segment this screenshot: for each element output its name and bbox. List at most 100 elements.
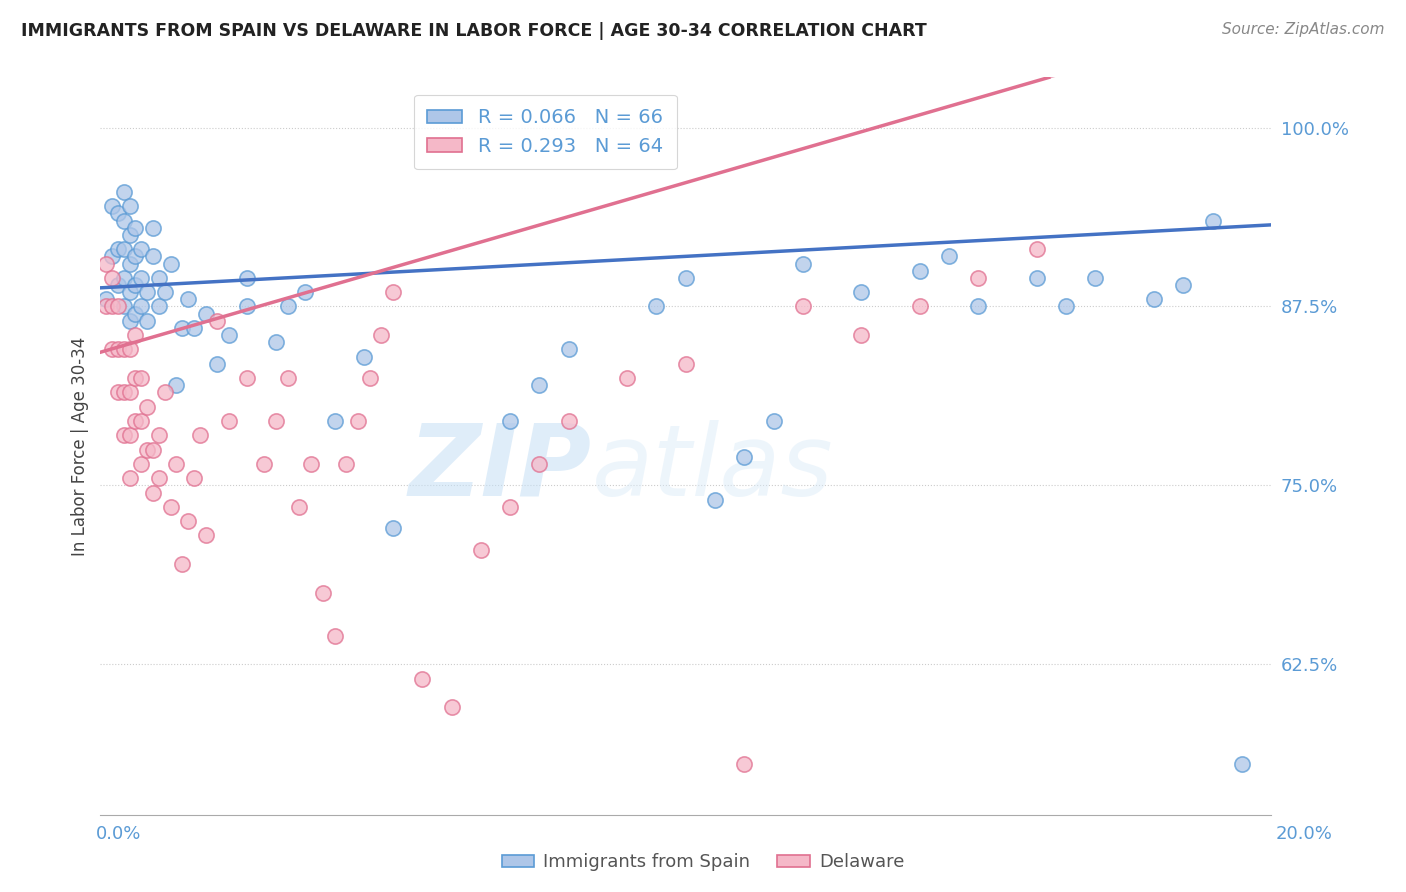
Point bbox=[792, 300, 814, 314]
Point bbox=[851, 285, 873, 300]
Point bbox=[294, 285, 316, 300]
Point bbox=[1173, 277, 1195, 292]
Point bbox=[616, 371, 638, 385]
Point bbox=[131, 414, 153, 428]
Point bbox=[101, 270, 124, 285]
Point bbox=[183, 321, 205, 335]
Point bbox=[1143, 293, 1166, 307]
Point bbox=[107, 277, 129, 292]
Point bbox=[124, 277, 146, 292]
Point bbox=[177, 293, 200, 307]
Point bbox=[131, 242, 153, 256]
Point bbox=[704, 492, 727, 507]
Point bbox=[499, 500, 522, 514]
Point bbox=[96, 293, 118, 307]
Point bbox=[188, 428, 211, 442]
Point bbox=[1201, 213, 1223, 227]
Point bbox=[136, 285, 159, 300]
Point bbox=[107, 300, 129, 314]
Point bbox=[1230, 757, 1253, 772]
Point bbox=[118, 256, 141, 270]
Point bbox=[112, 385, 135, 400]
Point bbox=[142, 485, 165, 500]
Point bbox=[264, 414, 287, 428]
Point bbox=[107, 343, 129, 357]
Point bbox=[557, 414, 579, 428]
Point bbox=[136, 400, 159, 414]
Point bbox=[112, 300, 135, 314]
Point bbox=[107, 242, 129, 256]
Point bbox=[323, 414, 346, 428]
Point bbox=[118, 428, 141, 442]
Y-axis label: In Labor Force | Age 30-34: In Labor Force | Age 30-34 bbox=[72, 336, 89, 556]
Point bbox=[142, 249, 165, 263]
Legend: R = 0.066   N = 66, R = 0.293   N = 64: R = 0.066 N = 66, R = 0.293 N = 64 bbox=[413, 95, 676, 169]
Point bbox=[131, 371, 153, 385]
Legend: Immigrants from Spain, Delaware: Immigrants from Spain, Delaware bbox=[495, 847, 911, 879]
Point bbox=[288, 500, 311, 514]
Point bbox=[118, 199, 141, 213]
Point bbox=[159, 500, 181, 514]
Point bbox=[207, 314, 229, 328]
Point bbox=[118, 227, 141, 242]
Point bbox=[277, 300, 299, 314]
Point bbox=[792, 256, 814, 270]
Point bbox=[353, 350, 375, 364]
Point bbox=[177, 514, 200, 528]
Point bbox=[159, 256, 181, 270]
Point bbox=[312, 585, 335, 599]
Point bbox=[142, 220, 165, 235]
Point bbox=[645, 300, 668, 314]
Point bbox=[101, 199, 124, 213]
Point bbox=[165, 378, 187, 392]
Point bbox=[107, 385, 129, 400]
Point bbox=[335, 457, 357, 471]
Point bbox=[1054, 300, 1077, 314]
Point bbox=[440, 700, 463, 714]
Point bbox=[107, 206, 129, 220]
Point bbox=[118, 314, 141, 328]
Point bbox=[124, 371, 146, 385]
Point bbox=[470, 542, 492, 557]
Point bbox=[101, 249, 124, 263]
Point bbox=[908, 300, 931, 314]
Point bbox=[557, 343, 579, 357]
Point bbox=[131, 270, 153, 285]
Point bbox=[529, 378, 551, 392]
Point bbox=[1026, 242, 1049, 256]
Point bbox=[1084, 270, 1107, 285]
Point bbox=[118, 471, 141, 485]
Point bbox=[1026, 270, 1049, 285]
Text: IMMIGRANTS FROM SPAIN VS DELAWARE IN LABOR FORCE | AGE 30-34 CORRELATION CHART: IMMIGRANTS FROM SPAIN VS DELAWARE IN LAB… bbox=[21, 22, 927, 40]
Point bbox=[323, 629, 346, 643]
Point bbox=[101, 300, 124, 314]
Point bbox=[299, 457, 322, 471]
Point bbox=[253, 457, 276, 471]
Point bbox=[112, 185, 135, 199]
Point bbox=[112, 242, 135, 256]
Point bbox=[124, 307, 146, 321]
Text: Source: ZipAtlas.com: Source: ZipAtlas.com bbox=[1222, 22, 1385, 37]
Point bbox=[370, 328, 392, 343]
Point bbox=[235, 300, 257, 314]
Point bbox=[124, 249, 146, 263]
Text: ZIP: ZIP bbox=[409, 419, 592, 516]
Point bbox=[967, 270, 990, 285]
Point bbox=[277, 371, 299, 385]
Point bbox=[153, 285, 176, 300]
Point bbox=[148, 471, 170, 485]
Point bbox=[938, 249, 960, 263]
Point bbox=[359, 371, 381, 385]
Text: 0.0%: 0.0% bbox=[96, 825, 141, 843]
Point bbox=[148, 428, 170, 442]
Point bbox=[347, 414, 370, 428]
Point bbox=[675, 270, 697, 285]
Point bbox=[112, 213, 135, 227]
Point bbox=[499, 414, 522, 428]
Point bbox=[118, 285, 141, 300]
Point bbox=[96, 300, 118, 314]
Point bbox=[967, 300, 990, 314]
Point bbox=[131, 457, 153, 471]
Point bbox=[153, 385, 176, 400]
Point bbox=[142, 442, 165, 457]
